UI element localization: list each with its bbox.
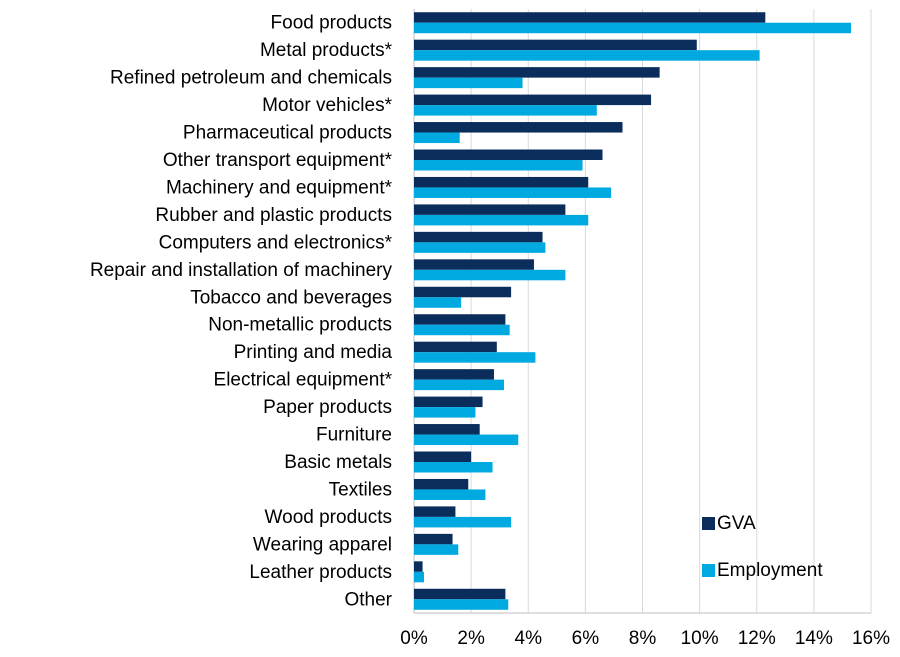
category-label: Basic metals: [284, 452, 392, 473]
bar-employment: [414, 160, 583, 171]
bar-gva: [414, 341, 497, 353]
legend: GVA Employment: [702, 513, 823, 581]
bar-gva: [414, 451, 472, 462]
category-label: Other: [344, 589, 392, 610]
category-label: Paper products: [263, 397, 392, 418]
category-label: Pharmaceutical products: [183, 123, 392, 144]
category-label: Refined petroleum and chemicals: [110, 68, 392, 89]
bar-employment: [414, 22, 852, 34]
bar-employment: [414, 571, 424, 583]
x-tick-label: 6%: [572, 628, 600, 649]
bar-gva: [414, 314, 506, 325]
bar-gva: [414, 149, 603, 160]
category-label: Textiles: [329, 479, 392, 500]
bar-employment: [414, 516, 512, 528]
bar-gva: [414, 506, 456, 517]
category-label: Machinery and equipment*: [166, 177, 393, 198]
bar-employment: [414, 462, 493, 473]
category-label: Tobacco and beverages: [190, 287, 392, 308]
x-tick-label: 4%: [515, 628, 543, 649]
bar-gva: [414, 561, 423, 572]
bar-gva: [414, 588, 506, 600]
legend-label: Employment: [717, 560, 823, 581]
category-label: Repair and installation of machinery: [90, 260, 393, 281]
bar-gva: [414, 94, 652, 106]
bar-gva: [414, 39, 697, 51]
bar-gva: [414, 369, 494, 380]
category-label: Leather products: [249, 562, 392, 583]
bar-employment: [414, 434, 519, 446]
bar-gva: [414, 231, 543, 243]
bar-gva: [414, 533, 453, 545]
legend-label: GVA: [717, 513, 756, 534]
x-tick-label: 8%: [629, 628, 657, 649]
category-label: Rubber and plastic products: [155, 205, 392, 226]
x-tick-label: 0%: [400, 628, 428, 649]
bar-employment: [414, 407, 476, 418]
category-label: Motor vehicles*: [262, 95, 392, 116]
bar-employment: [414, 242, 546, 253]
bar-employment: [414, 489, 486, 500]
legend-swatch: [702, 517, 715, 530]
bar-employment: [414, 77, 523, 89]
bars: [414, 12, 852, 610]
category-label: Metal products*: [260, 40, 393, 61]
bar-employment: [414, 187, 612, 198]
bar-gva: [414, 286, 512, 298]
x-tick-label: 12%: [738, 628, 776, 649]
bar-employment: [414, 269, 566, 281]
category-label: Wood products: [265, 507, 392, 528]
bar-employment: [414, 352, 536, 363]
bar-employment: [414, 132, 460, 144]
x-tick-labels: 0% 2% 4% 6% 8% 10% 12% 14% 16%: [400, 628, 890, 649]
bar-employment: [414, 297, 462, 308]
bar-gva: [414, 424, 480, 435]
bar-gva: [414, 122, 623, 133]
category-label: Printing and media: [234, 342, 393, 363]
bar-employment: [414, 599, 509, 610]
category-label: Food products: [271, 13, 392, 34]
bar-gva: [414, 478, 469, 490]
bar-gva: [414, 176, 589, 188]
x-tick-label: 16%: [852, 628, 890, 649]
bar-gva: [414, 12, 766, 23]
bar-employment: [414, 324, 510, 336]
bar-gva: [414, 396, 483, 408]
category-label: Non-metallic products: [208, 315, 392, 336]
category-labels: Food products Metal products* Refined petr…: [90, 13, 393, 611]
category-label: Other transport equipment*: [163, 150, 393, 171]
x-tick-label: 10%: [681, 628, 719, 649]
bar-employment: [414, 214, 589, 226]
legend-swatch: [702, 564, 715, 577]
bar-gva: [414, 204, 566, 215]
bar-employment: [414, 379, 504, 391]
bar-employment: [414, 544, 459, 555]
bar-gva: [414, 259, 534, 270]
x-tick-label: 14%: [795, 628, 833, 649]
bar-gva: [414, 67, 660, 78]
x-tick-label: 2%: [457, 628, 485, 649]
category-label: Furniture: [316, 425, 392, 446]
category-label: Computers and electronics*: [159, 232, 393, 253]
bar-employment: [414, 50, 760, 61]
category-label: Electrical equipment*: [214, 370, 393, 391]
category-label: Wearing apparel: [253, 534, 392, 555]
bar-employment: [414, 105, 597, 116]
